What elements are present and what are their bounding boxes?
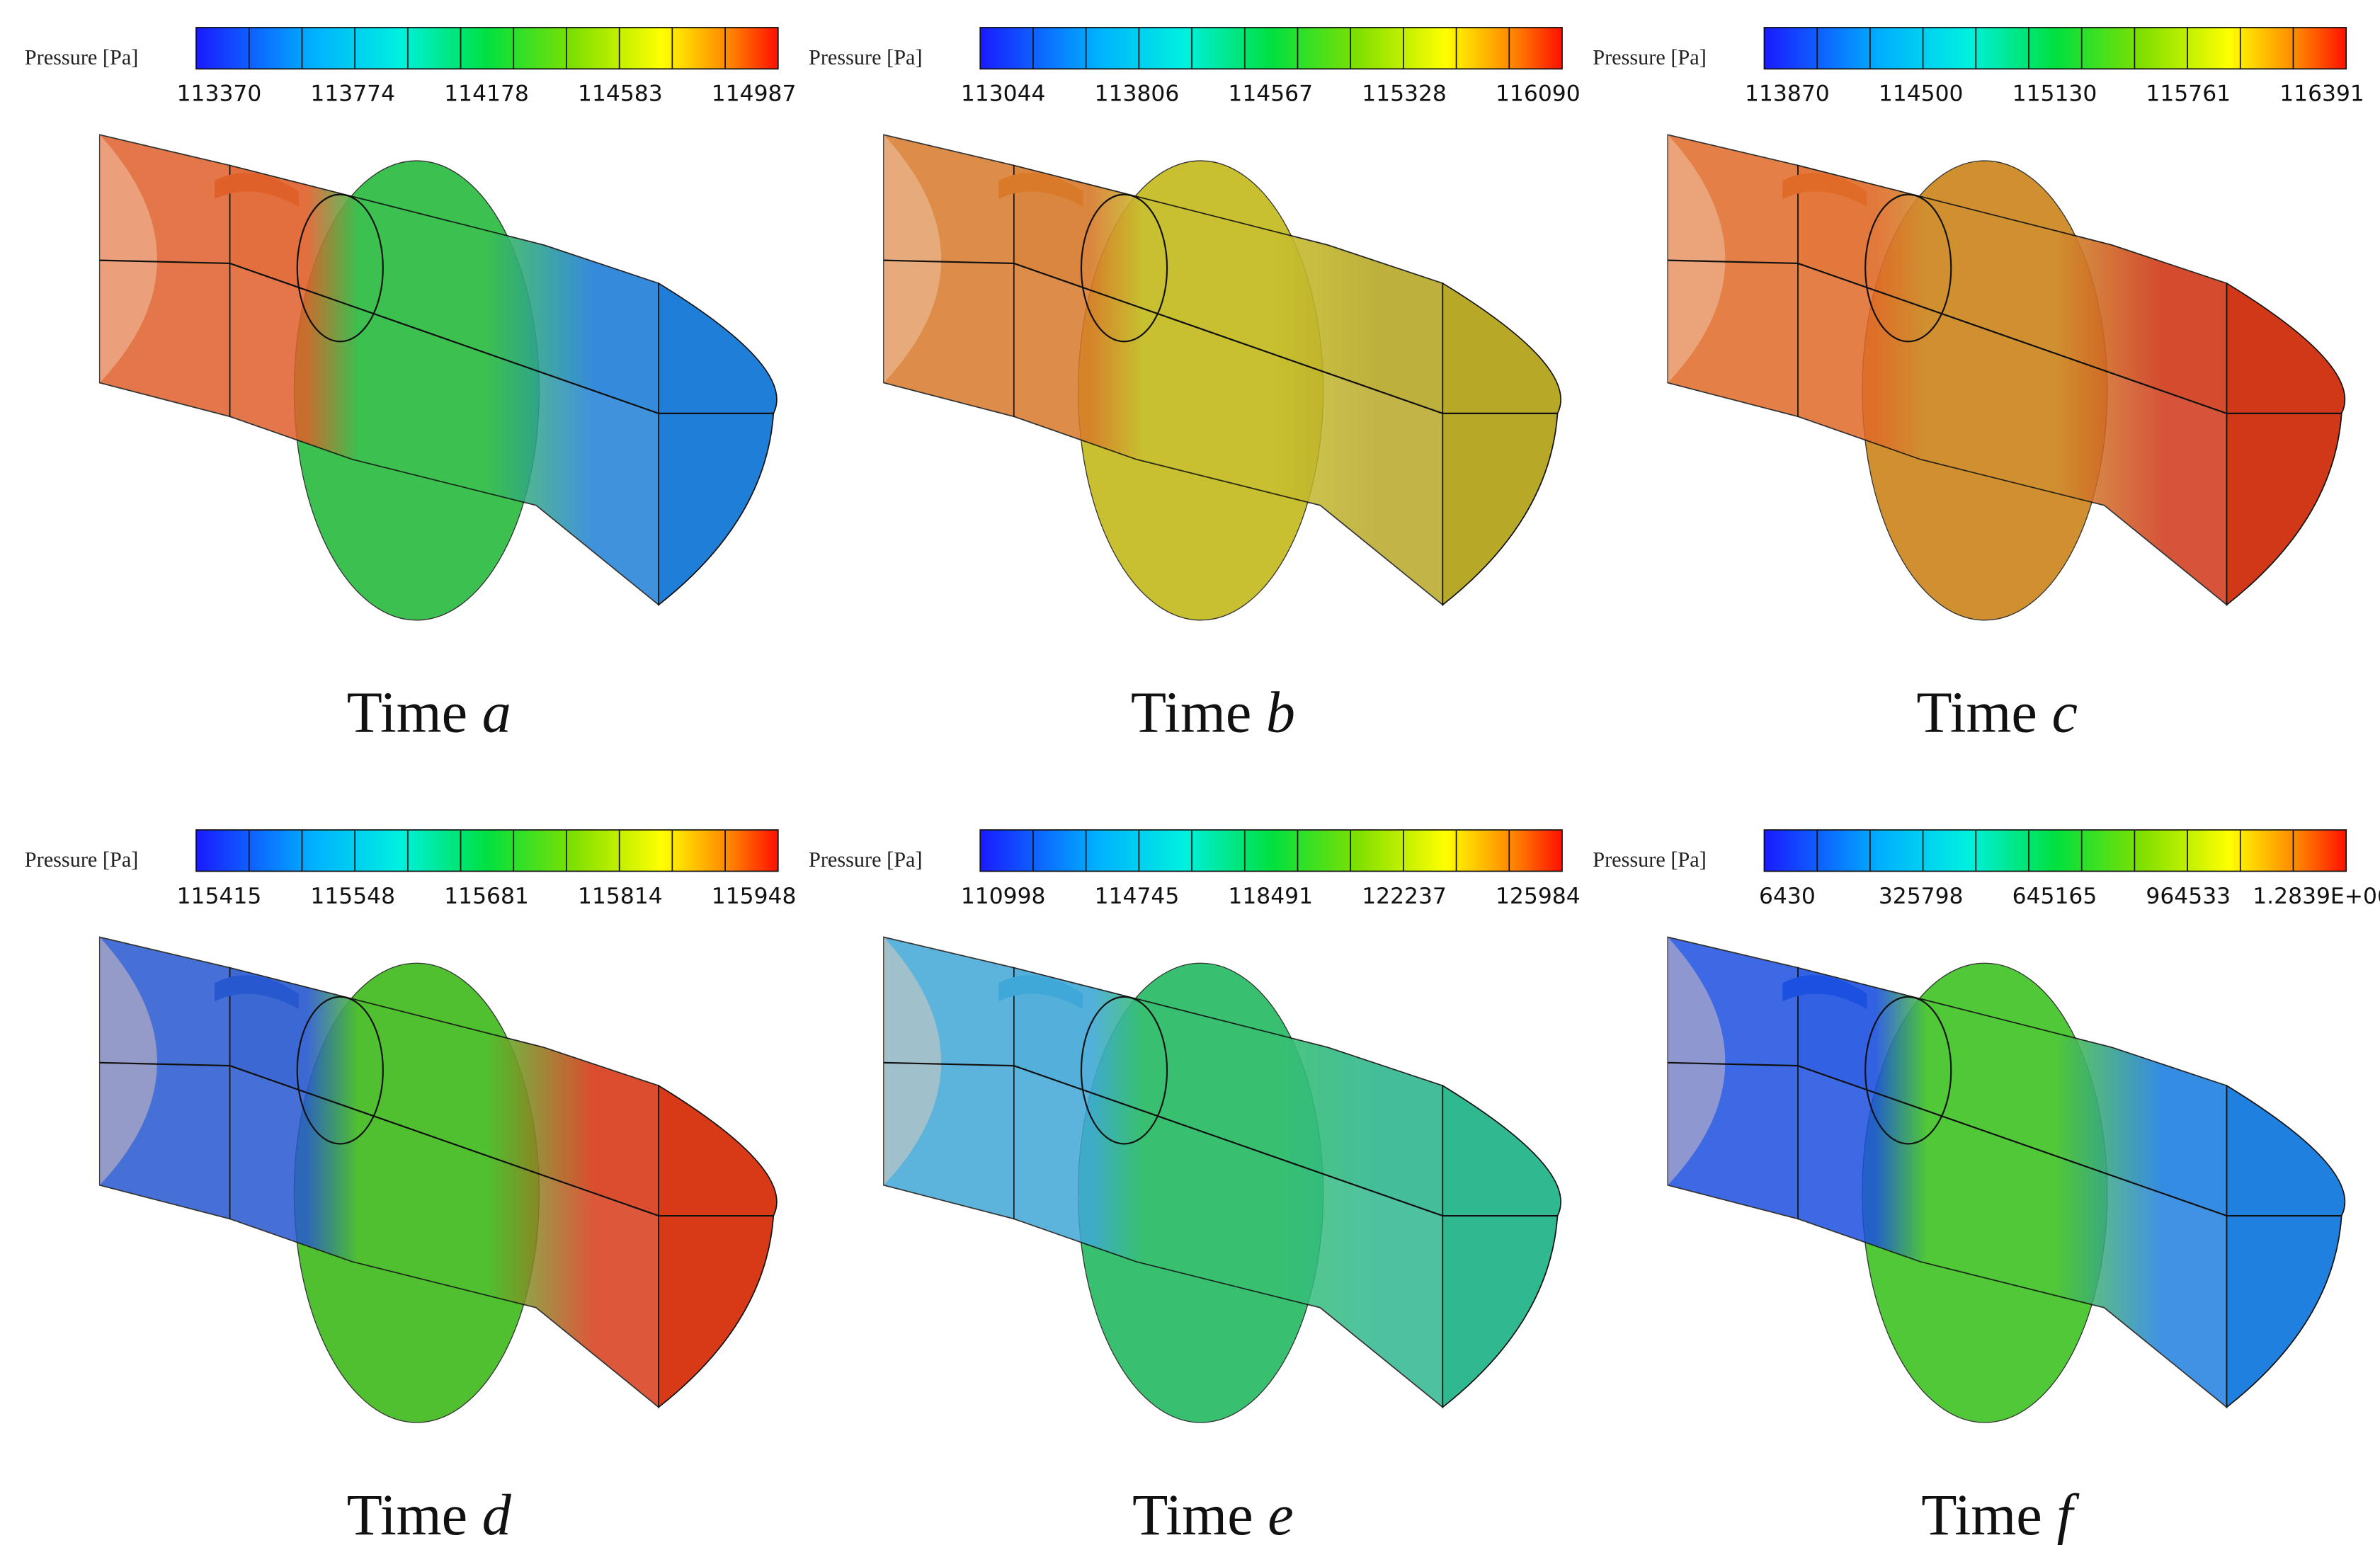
caption-variable: c: [2051, 680, 2077, 745]
cut-line: [1668, 1061, 2342, 1217]
colorbar: [979, 27, 1563, 70]
caption-word: Time: [1132, 1483, 1253, 1545]
colorbar-tick-label: 116090: [1496, 81, 1581, 107]
colorbar-tick-label: 114567: [1228, 81, 1313, 107]
colorbar-tick-label: 114987: [712, 81, 797, 107]
caption: Time c: [1916, 680, 2078, 745]
flange: [214, 975, 299, 1010]
caption-variable: a: [482, 680, 511, 745]
cut-line: [99, 259, 774, 414]
colorbar-tick-label: 114500: [1879, 81, 1964, 107]
colorbar: [1763, 27, 2347, 70]
outlet-cap: [658, 282, 778, 606]
colorbar-tick-label: 115814: [578, 884, 663, 909]
colorbar-tick-label: 964533: [2146, 884, 2231, 909]
outlet-cap: [1442, 282, 1561, 606]
colorbar-tick-label: 115948: [712, 884, 797, 909]
flange: [1782, 173, 1867, 207]
bulb-ring: [296, 996, 384, 1145]
colorbar-tick-label: 114583: [578, 81, 663, 107]
inlet-face: [99, 937, 157, 1185]
cut-line: [1668, 259, 2342, 414]
panel: Pressure [Pa] 113870 114500 115130 115761 116…: [1593, 27, 2364, 745]
colorbar-tick-label: 115548: [310, 884, 395, 909]
caption-word: Time: [1921, 1483, 2042, 1545]
caption-word: Time: [1916, 680, 2037, 745]
legend-label: Pressure [Pa]: [25, 848, 139, 872]
colorbar-tick-label: 645165: [2012, 884, 2097, 909]
colorbar-tick-label: 114178: [444, 81, 529, 107]
colorbar-tick-label: 115681: [444, 884, 529, 909]
colorbar-tick-label: 325798: [1879, 884, 1964, 909]
colorbar-tick-label: 1.2839E+06: [2253, 884, 2380, 909]
colorbar-tick-label: 116391: [2279, 81, 2364, 107]
inlet-face: [883, 937, 942, 1185]
colorbar: [979, 829, 1563, 872]
caption-word: Time: [347, 680, 467, 745]
colorbar-tick-label: 118491: [1228, 884, 1313, 909]
caption: Time e: [1132, 1483, 1294, 1545]
flange: [1782, 975, 1867, 1010]
colorbar-tick-label: 113774: [310, 81, 395, 107]
outlet-cap: [2226, 282, 2346, 606]
colorbar: [195, 27, 779, 70]
legend-label: Pressure [Pa]: [25, 45, 139, 69]
caption-word: Time: [347, 1483, 467, 1545]
caption: Time f: [1921, 1483, 2080, 1545]
colorbar-tick-label: 113370: [177, 81, 262, 107]
inlet-face: [99, 135, 157, 383]
legend-label: Pressure [Pa]: [809, 848, 923, 872]
colorbar-tick-label: 113044: [961, 81, 1046, 107]
bulb-ring: [296, 193, 384, 343]
colorbar-tick-label: 110998: [961, 884, 1046, 909]
colorbar-tick-label: 6430: [1759, 884, 1816, 909]
caption-variable: f: [2056, 1483, 2080, 1545]
inlet-face: [1668, 937, 1726, 1185]
colorbar-tick-label: 115761: [2146, 81, 2231, 107]
outlet-cap: [1442, 1084, 1561, 1409]
colorbar-tick-label: 115130: [2012, 81, 2097, 107]
caption: Time d: [347, 1483, 512, 1545]
bulb-ring: [1080, 996, 1168, 1145]
colorbar-tick-label: 113870: [1745, 81, 1830, 107]
legend-label: Pressure [Pa]: [1593, 848, 1707, 872]
caption-variable: b: [1266, 680, 1295, 745]
colorbar-tick-label: 115328: [1362, 81, 1447, 107]
cut-line: [99, 1061, 774, 1217]
flange: [214, 173, 299, 207]
outlet-cap: [658, 1084, 778, 1409]
inlet-face: [883, 135, 942, 383]
colorbar: [195, 829, 779, 872]
inlet-face: [1668, 135, 1726, 383]
legend-label: Pressure [Pa]: [809, 45, 923, 69]
panel: Pressure [Pa] 113370 113774 114178 114583 114…: [25, 27, 797, 745]
colorbar-tick-label: 114745: [1095, 884, 1180, 909]
legend-label: Pressure [Pa]: [1593, 45, 1707, 69]
cut-line: [883, 259, 1558, 414]
colorbar: [1763, 829, 2347, 872]
colorbar-tick-label: 113806: [1095, 81, 1180, 107]
cut-line: [883, 1061, 1558, 1217]
flange: [998, 173, 1083, 207]
panel: Pressure [Pa] 110998 114745 118491 122237 125…: [809, 829, 1581, 1545]
colorbar-tick-label: 115415: [177, 884, 262, 909]
bulb-ring: [1864, 996, 1952, 1145]
caption: Time a: [347, 680, 511, 745]
caption: Time b: [1131, 680, 1295, 745]
caption-variable: d: [482, 1483, 512, 1545]
flange: [998, 975, 1083, 1010]
caption-word: Time: [1131, 680, 1252, 745]
bulb-ring: [1864, 193, 1952, 343]
panel: Pressure [Pa] 6430 325798 645165 964533 1.283…: [1593, 829, 2380, 1545]
caption-variable: e: [1268, 1483, 1293, 1545]
colorbar-tick-label: 122237: [1362, 884, 1447, 909]
colorbar-tick-label: 125984: [1496, 884, 1581, 909]
panel: Pressure [Pa] 115415 115548 115681 115814 115…: [25, 829, 797, 1545]
panel: Pressure [Pa] 113044 113806 114567 115328 116…: [809, 27, 1581, 745]
outlet-cap: [2226, 1084, 2346, 1409]
bulb-ring: [1080, 193, 1168, 343]
